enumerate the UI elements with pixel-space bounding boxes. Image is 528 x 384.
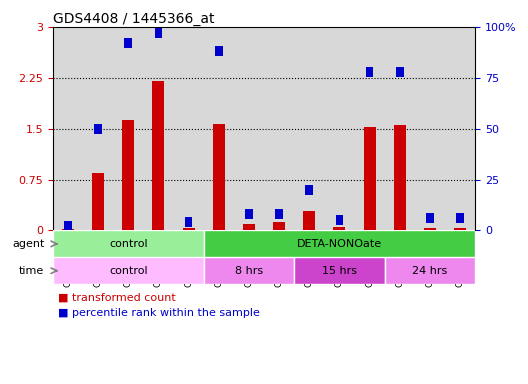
Bar: [122, 121, 134, 230]
Text: GDS4408 / 1445366_at: GDS4408 / 1445366_at: [53, 12, 214, 26]
Bar: [264, 27, 294, 230]
Bar: [83, 27, 113, 230]
Text: ■ transformed count: ■ transformed count: [58, 293, 176, 303]
Bar: [275, 209, 283, 219]
Text: DETA-NONOate: DETA-NONOate: [297, 239, 382, 249]
Bar: [336, 215, 343, 225]
Bar: [303, 212, 315, 230]
Bar: [243, 223, 255, 230]
Bar: [62, 229, 74, 230]
Bar: [364, 127, 375, 230]
Text: ■ percentile rank within the sample: ■ percentile rank within the sample: [58, 308, 260, 318]
Bar: [366, 66, 373, 77]
Bar: [53, 27, 83, 230]
Bar: [456, 213, 464, 223]
Bar: [113, 27, 143, 230]
Bar: [306, 185, 313, 195]
Bar: [394, 125, 406, 230]
Bar: [53, 230, 204, 257]
Bar: [204, 230, 475, 257]
Bar: [185, 217, 192, 227]
Text: control: control: [109, 266, 147, 276]
Text: control: control: [109, 239, 147, 249]
Bar: [53, 257, 204, 284]
Bar: [95, 124, 102, 134]
Bar: [213, 124, 225, 230]
Text: 15 hrs: 15 hrs: [322, 266, 357, 276]
Bar: [424, 228, 436, 230]
Bar: [294, 27, 324, 230]
Bar: [234, 27, 264, 230]
Bar: [454, 228, 466, 230]
Bar: [204, 257, 294, 284]
Bar: [92, 173, 104, 230]
Bar: [215, 46, 222, 56]
Bar: [155, 28, 162, 38]
Bar: [273, 222, 285, 230]
Bar: [125, 38, 132, 48]
Text: agent: agent: [12, 239, 44, 249]
Bar: [385, 27, 415, 230]
Bar: [324, 27, 354, 230]
Bar: [354, 27, 385, 230]
Text: 8 hrs: 8 hrs: [235, 266, 263, 276]
Bar: [445, 27, 475, 230]
Bar: [333, 227, 345, 230]
Bar: [396, 66, 403, 77]
Bar: [64, 221, 72, 232]
Bar: [153, 81, 164, 230]
Bar: [415, 27, 445, 230]
Text: time: time: [19, 266, 44, 276]
Bar: [426, 213, 433, 223]
Bar: [174, 27, 204, 230]
Bar: [204, 27, 234, 230]
Text: 24 hrs: 24 hrs: [412, 266, 448, 276]
Bar: [294, 257, 385, 284]
Bar: [245, 209, 253, 219]
Bar: [385, 257, 475, 284]
Bar: [143, 27, 174, 230]
Bar: [183, 228, 195, 230]
